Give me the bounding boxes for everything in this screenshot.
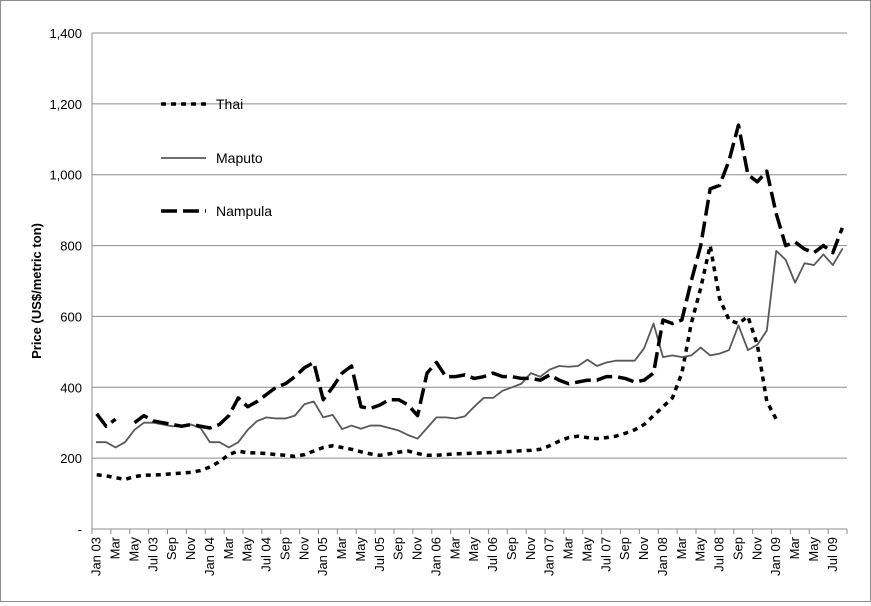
y-tick-label: 400 [60, 380, 82, 395]
x-tick-label: Sep [617, 537, 632, 560]
legend: Thai Maputo Nampula [161, 96, 272, 219]
x-tick-label: Jul 06 [485, 537, 500, 572]
x-tick-label: Mar [787, 536, 802, 559]
series-line-maputo [95, 248, 844, 449]
y-tick-label: 200 [60, 451, 82, 466]
series-line-nampula [95, 123, 844, 430]
x-tick-label: Mar [334, 536, 349, 559]
gridlines [92, 32, 847, 459]
y-axis-label: Price (US$/metric ton) [29, 223, 44, 359]
x-tick-label: Jul 09 [825, 537, 840, 572]
x-tick-label: Mar [108, 536, 123, 559]
x-tick-label: Jan 08 [655, 537, 670, 576]
y-axis-tick-labels: - 200 400 600 800 1,000 1,200 1,400 [49, 26, 82, 537]
x-tick-label: Jan 09 [768, 537, 783, 576]
legend-label-nampula: Nampula [216, 203, 272, 219]
x-tick-label: May [126, 537, 141, 562]
x-tick-label: Jan 03 [89, 537, 104, 576]
x-tick-label: Jul 03 [145, 537, 160, 572]
x-tick-label: Sep [277, 537, 292, 560]
x-axis [91, 33, 848, 534]
x-tick-label: Sep [730, 537, 745, 560]
y-tick-label: - [78, 522, 82, 537]
x-tick-label: Mar [674, 536, 689, 559]
x-axis-tick-labels: Jan 03 Mar May Jul 03 Sep Nov Jan 04 Mar May Jul … [89, 536, 840, 576]
x-tick-label: Jan 05 [315, 537, 330, 576]
x-tick-label: Jul 04 [259, 537, 274, 572]
x-tick-label: May [240, 537, 255, 562]
y-tick-label: 1,200 [49, 97, 82, 112]
y-tick-label: 1,000 [49, 168, 82, 183]
x-tick-label: Jul 08 [712, 537, 727, 572]
y-tick-label: 1,400 [49, 26, 82, 41]
x-tick-label: May [693, 537, 708, 562]
x-tick-label: May [579, 537, 594, 562]
y-tick-label: 600 [60, 309, 82, 324]
series-lines [95, 123, 844, 482]
x-tick-label: May [806, 537, 821, 562]
legend-label-thai: Thai [216, 96, 243, 112]
x-tick-label: May [353, 537, 368, 562]
x-tick-label: Jan 04 [202, 537, 217, 576]
x-tick-label: Mar [221, 536, 236, 559]
x-tick-label: Jan 07 [542, 537, 557, 576]
x-tick-label: Mar [447, 536, 462, 559]
x-tick-label: Sep [164, 537, 179, 560]
x-tick-label: Nov [749, 537, 764, 561]
x-tick-label: Nov [410, 537, 425, 561]
x-tick-label: Nov [296, 537, 311, 561]
x-tick-label: Sep [504, 537, 519, 560]
x-tick-label: Jul 05 [372, 537, 387, 572]
x-tick-label: May [466, 537, 481, 562]
x-tick-label: Mar [561, 536, 576, 559]
legend-label-maputo: Maputo [216, 150, 263, 166]
x-tick-label: Nov [183, 537, 198, 561]
x-tick-label: Sep [391, 537, 406, 560]
x-tick-label: Nov [636, 537, 651, 561]
x-tick-label: Jul 07 [598, 537, 613, 572]
y-tick-label: 800 [60, 239, 82, 254]
x-tick-label: Jan 06 [428, 537, 443, 576]
x-tick-label: Nov [523, 537, 538, 561]
